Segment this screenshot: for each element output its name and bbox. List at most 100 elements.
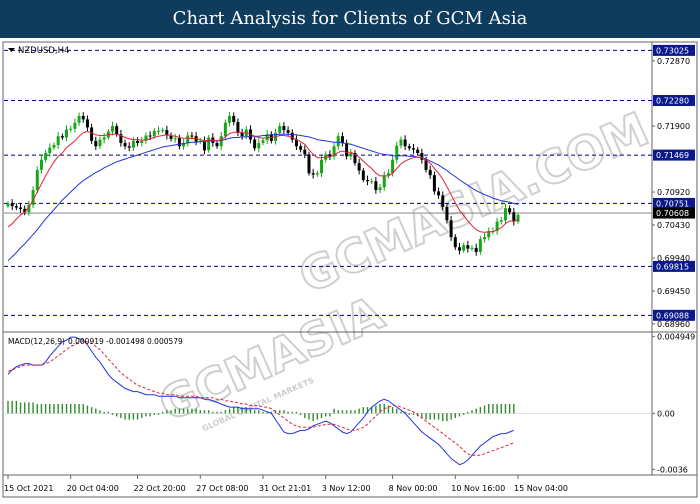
candle-body: [424, 159, 428, 170]
candle-body: [136, 140, 140, 143]
candle-body: [407, 146, 411, 149]
candle-body: [165, 130, 169, 136]
candle-body: [207, 137, 211, 151]
time-tick-label: 15 Nov 04:00: [514, 484, 568, 493]
chart-svg: GCMASIA GCMASIA.COM GLOBAL CAPITAL MARKE…: [2, 41, 698, 498]
macd-pane: 0.004949 0.00 -0.0036 MACD(12,26,9) 0.00091…: [4, 332, 695, 474]
candle-body: [127, 146, 131, 148]
macd-title: MACD(12,26,9): [8, 337, 65, 346]
candle-body: [77, 116, 81, 123]
candle-body: [253, 139, 257, 149]
candle-body: [81, 116, 85, 120]
candle-body: [512, 212, 516, 222]
dropdown-triangle-icon: [8, 48, 15, 52]
price-tick-label: 0.70430: [657, 221, 690, 230]
level-tag-label: 0.69815: [656, 262, 689, 271]
candle-body: [56, 136, 60, 145]
price-level-tags: 0.73025 0.72280 0.71469 0.70751 0.69815 0.690…: [653, 44, 695, 321]
candle-body: [307, 154, 311, 174]
macd-values: 0.000919 -0.001498 0.000579: [68, 337, 183, 346]
candle-body: [202, 140, 206, 151]
candle-body: [257, 142, 261, 149]
candle-body: [395, 145, 399, 160]
candle-body: [303, 149, 307, 155]
candle-body: [294, 139, 298, 147]
candle-body: [374, 181, 378, 191]
price-tick-label: 0.70920: [657, 188, 690, 197]
candle-body: [290, 132, 294, 140]
candle-body: [123, 142, 127, 147]
candle-body: [111, 126, 115, 132]
level-tag-label: 0.69088: [656, 311, 689, 320]
time-tick-label: 10 Nov 16:00: [451, 484, 505, 493]
header-banner: Chart Analysis for Clients of GCM Asia: [0, 0, 700, 38]
candle-body: [190, 135, 194, 137]
candlesticks: [6, 111, 520, 256]
candle-body: [516, 214, 520, 222]
level-tag: [653, 95, 695, 107]
symbol-label: NZDUSD,H4: [18, 46, 69, 56]
level-tag: [653, 149, 695, 161]
candle-body: [299, 146, 303, 150]
candle-body: [428, 169, 432, 176]
candle-body: [161, 130, 165, 132]
candle-body: [44, 153, 48, 160]
candle-body: [391, 159, 395, 174]
candle-body: [420, 153, 424, 160]
candle-body: [182, 142, 186, 147]
candle-body: [411, 148, 415, 150]
candle-body: [60, 136, 64, 138]
candle-body: [483, 237, 487, 240]
candle-body: [286, 130, 290, 133]
candle-body: [115, 126, 119, 135]
candle-body: [320, 159, 324, 174]
candle-body: [437, 191, 441, 196]
candle-body: [19, 207, 23, 209]
time-tick-label: 31 Oct 21:01: [259, 484, 311, 493]
candle-body: [156, 130, 160, 132]
level-tag-label: 0.71469: [656, 151, 689, 160]
candle-body: [31, 190, 35, 205]
candle-body: [278, 126, 282, 133]
candle-body: [232, 116, 236, 123]
macd-histogram: [7, 400, 515, 422]
candle-body: [140, 140, 144, 143]
candle-body: [445, 206, 449, 221]
candle-body: [85, 119, 89, 128]
candle-body: [311, 173, 315, 175]
candle-body: [361, 170, 365, 180]
candle-body: [349, 153, 353, 157]
candle-body: [345, 142, 349, 157]
candle-body: [508, 208, 512, 213]
candle-body: [282, 126, 286, 131]
candle-body: [14, 206, 18, 208]
candle-body: [152, 130, 156, 137]
fast-moving-average-line: [7, 130, 519, 233]
candle-body: [52, 144, 56, 148]
price-tick-label: 0.69940: [657, 254, 690, 263]
candle-body: [457, 247, 461, 251]
level-tag-label: 0.72280: [656, 97, 689, 106]
candle-body: [23, 208, 27, 213]
candle-body: [173, 138, 177, 140]
time-tick-label: 15 Oct 2021: [4, 484, 53, 493]
candle-body: [102, 137, 106, 140]
candle-body: [228, 116, 232, 123]
candle-body: [169, 135, 173, 139]
candle-body: [357, 163, 361, 171]
level-tag: [653, 260, 695, 272]
candle-body: [90, 127, 94, 141]
slow-moving-average-line: [7, 133, 519, 262]
macd-tick-label: -0.0036: [657, 465, 688, 474]
candle-body: [470, 247, 474, 249]
candle-body: [378, 187, 382, 191]
macd-tick-label: 0.00: [657, 409, 675, 418]
candle-body: [366, 179, 370, 182]
time-tick-label: 20 Oct 04:00: [67, 484, 119, 493]
macd-signal-line: [7, 341, 514, 456]
candle-body: [94, 140, 98, 147]
candle-body: [432, 175, 436, 192]
time-tick-label: 22 Oct 20:00: [134, 484, 186, 493]
candle-body: [48, 147, 52, 154]
candle-body: [416, 149, 420, 154]
